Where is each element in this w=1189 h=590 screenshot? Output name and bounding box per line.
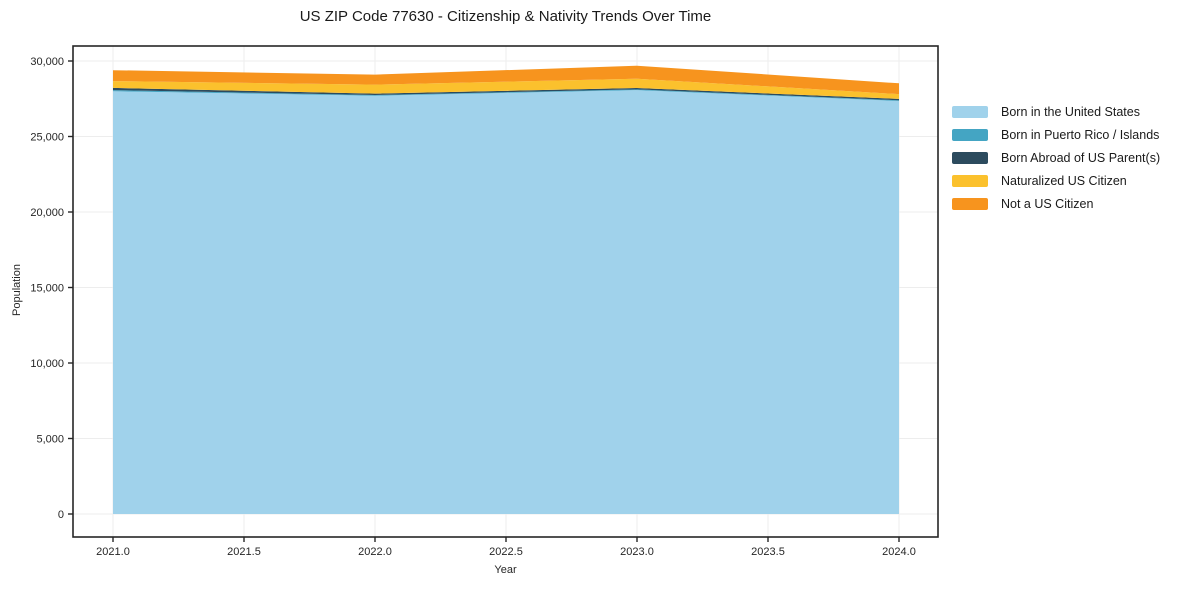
y-tick-label: 0	[58, 509, 64, 521]
y-tick-label: 20,000	[30, 207, 64, 219]
legend: Born in the United States Born in Puerto …	[952, 104, 1160, 211]
area-series-3	[113, 78, 899, 99]
y-tick-label: 5,000	[36, 434, 64, 446]
legend-swatch	[952, 174, 988, 187]
area-series-2	[113, 87, 899, 101]
legend-swatch	[952, 128, 988, 141]
y-tick-label: 25,000	[30, 132, 64, 144]
area-series-1	[113, 89, 899, 101]
legend-item: Naturalized US Citizen	[952, 173, 1160, 188]
legend-label: Born in the United States	[1001, 104, 1140, 119]
legend-swatch	[952, 151, 988, 164]
x-tick-label: 2021.0	[96, 546, 130, 558]
y-tick-label: 30,000	[30, 56, 64, 68]
legend-label: Born in Puerto Rico / Islands	[1001, 127, 1160, 142]
x-axis-label: Year	[494, 564, 517, 576]
x-tick-label: 2023.5	[751, 546, 785, 558]
legend-item: Born in the United States	[952, 104, 1160, 119]
legend-item: Born in Puerto Rico / Islands	[952, 127, 1160, 142]
legend-swatch	[952, 105, 988, 118]
chart-title: US ZIP Code 77630 - Citizenship & Nativi…	[299, 8, 712, 25]
legend-label: Naturalized US Citizen	[1001, 173, 1127, 188]
legend-label: Born Abroad of US Parent(s)	[1001, 150, 1161, 165]
y-tick-label: 10,000	[30, 358, 64, 370]
x-tick-label: 2021.5	[227, 546, 261, 558]
y-tick-label: 15,000	[30, 283, 64, 295]
y-axis-label: Population	[11, 264, 23, 316]
legend-item: Not a US Citizen	[952, 196, 1160, 211]
area-series-0	[113, 90, 899, 514]
x-tick-label: 2024.0	[882, 546, 916, 558]
x-tick-label: 2023.0	[620, 546, 654, 558]
area-series-4	[113, 65, 899, 95]
legend-swatch	[952, 197, 988, 210]
legend-item: Born Abroad of US Parent(s)	[952, 150, 1160, 165]
x-tick-label: 2022.0	[358, 546, 392, 558]
legend-label: Not a US Citizen	[1001, 196, 1094, 211]
x-tick-label: 2022.5	[489, 546, 523, 558]
